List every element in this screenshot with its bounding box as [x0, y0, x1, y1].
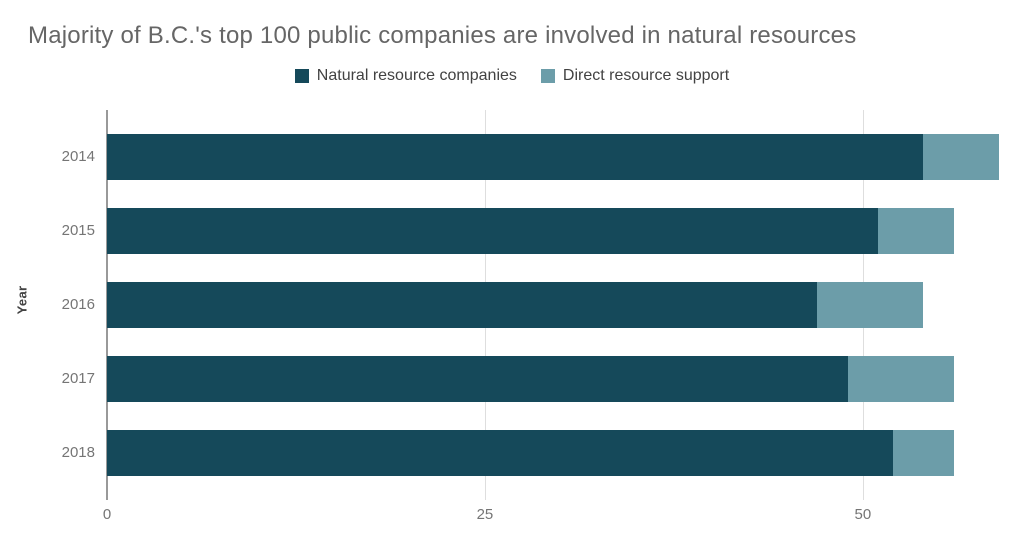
y-tick-label-2018: 2018	[61, 444, 95, 461]
bar-row-2018	[107, 430, 954, 476]
bar-segment-2018-direct-resource-support	[893, 430, 954, 476]
bar-segment-2017-direct-resource-support	[847, 356, 954, 402]
bar-row-2015	[107, 208, 954, 254]
bar-segment-2015-direct-resource-support	[877, 208, 954, 254]
bar-segment-2016-direct-resource-support	[817, 282, 924, 328]
y-tick-label-2015: 2015	[61, 222, 95, 239]
legend-swatch-dark-icon	[294, 69, 309, 83]
bar-segment-2017-natural-resource-companies	[107, 356, 848, 402]
x-tick-label-0: 0	[102, 506, 112, 523]
legend-label: Direct resource support	[562, 67, 730, 84]
bar-segment-2014-natural-resource-companies	[107, 134, 924, 180]
bar-segment-2018-natural-resource-companies	[107, 430, 894, 476]
bar-row-2017	[107, 356, 954, 402]
legend-label: Natural resource companies	[316, 67, 517, 84]
y-tick-label-2014: 2014	[61, 148, 95, 165]
bar-segment-2014-direct-resource-support	[923, 134, 999, 180]
plot-area	[106, 110, 1014, 500]
y-tick-label-2017: 2017	[61, 370, 95, 387]
bar-row-2016	[107, 282, 924, 328]
legend: Natural resource companies Direct resour…	[0, 66, 1024, 86]
legend-item-natural-resource-companies: Natural resource companies	[294, 67, 517, 85]
chart-title: Majority of B.C.'s top 100 public compan…	[28, 22, 857, 49]
bar-row-2014	[107, 134, 999, 180]
legend-item-direct-resource-support: Direct resource support	[540, 67, 730, 85]
x-tick-label-50: 50	[854, 506, 872, 523]
legend-swatch-light-icon	[540, 69, 555, 83]
bar-segment-2016-natural-resource-companies	[107, 282, 818, 328]
x-tick-label-25: 25	[476, 506, 494, 523]
y-tick-label-2016: 2016	[61, 296, 95, 313]
bar-segment-2015-natural-resource-companies	[107, 208, 878, 254]
